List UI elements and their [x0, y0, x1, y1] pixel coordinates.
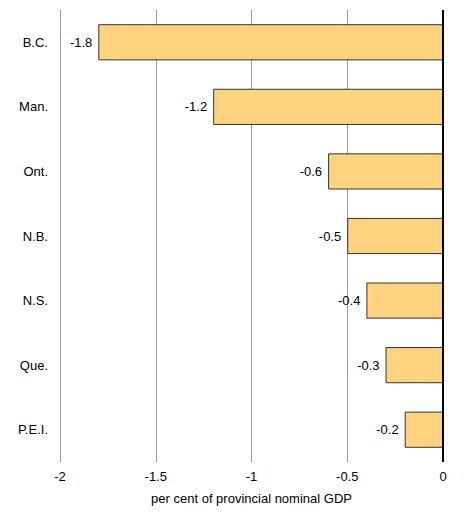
- svg-text:Ont.: Ont.: [23, 164, 48, 179]
- svg-text:-1.5: -1.5: [145, 469, 167, 484]
- svg-text:N.S.: N.S.: [23, 293, 48, 308]
- svg-text:Que.: Que.: [20, 358, 48, 373]
- svg-text:-0.5: -0.5: [319, 229, 341, 244]
- svg-text:-1.2: -1.2: [185, 99, 207, 114]
- svg-text:P.E.I.: P.E.I.: [18, 422, 48, 437]
- svg-text:-1.8: -1.8: [70, 35, 92, 50]
- svg-text:0: 0: [439, 469, 446, 484]
- svg-text:N.B.: N.B.: [23, 229, 48, 244]
- svg-text:-1: -1: [246, 469, 258, 484]
- svg-text:-2: -2: [54, 469, 66, 484]
- svg-text:-0.3: -0.3: [357, 358, 379, 373]
- svg-text:per cent of provincial nominal: per cent of provincial nominal GDP: [151, 491, 352, 506]
- svg-text:B.C.: B.C.: [23, 35, 48, 50]
- svg-text:-0.4: -0.4: [338, 293, 360, 308]
- svg-text:-0.2: -0.2: [376, 422, 398, 437]
- svg-text:Man.: Man.: [19, 99, 48, 114]
- svg-text:-0.6: -0.6: [300, 164, 322, 179]
- svg-text:-0.5: -0.5: [336, 469, 358, 484]
